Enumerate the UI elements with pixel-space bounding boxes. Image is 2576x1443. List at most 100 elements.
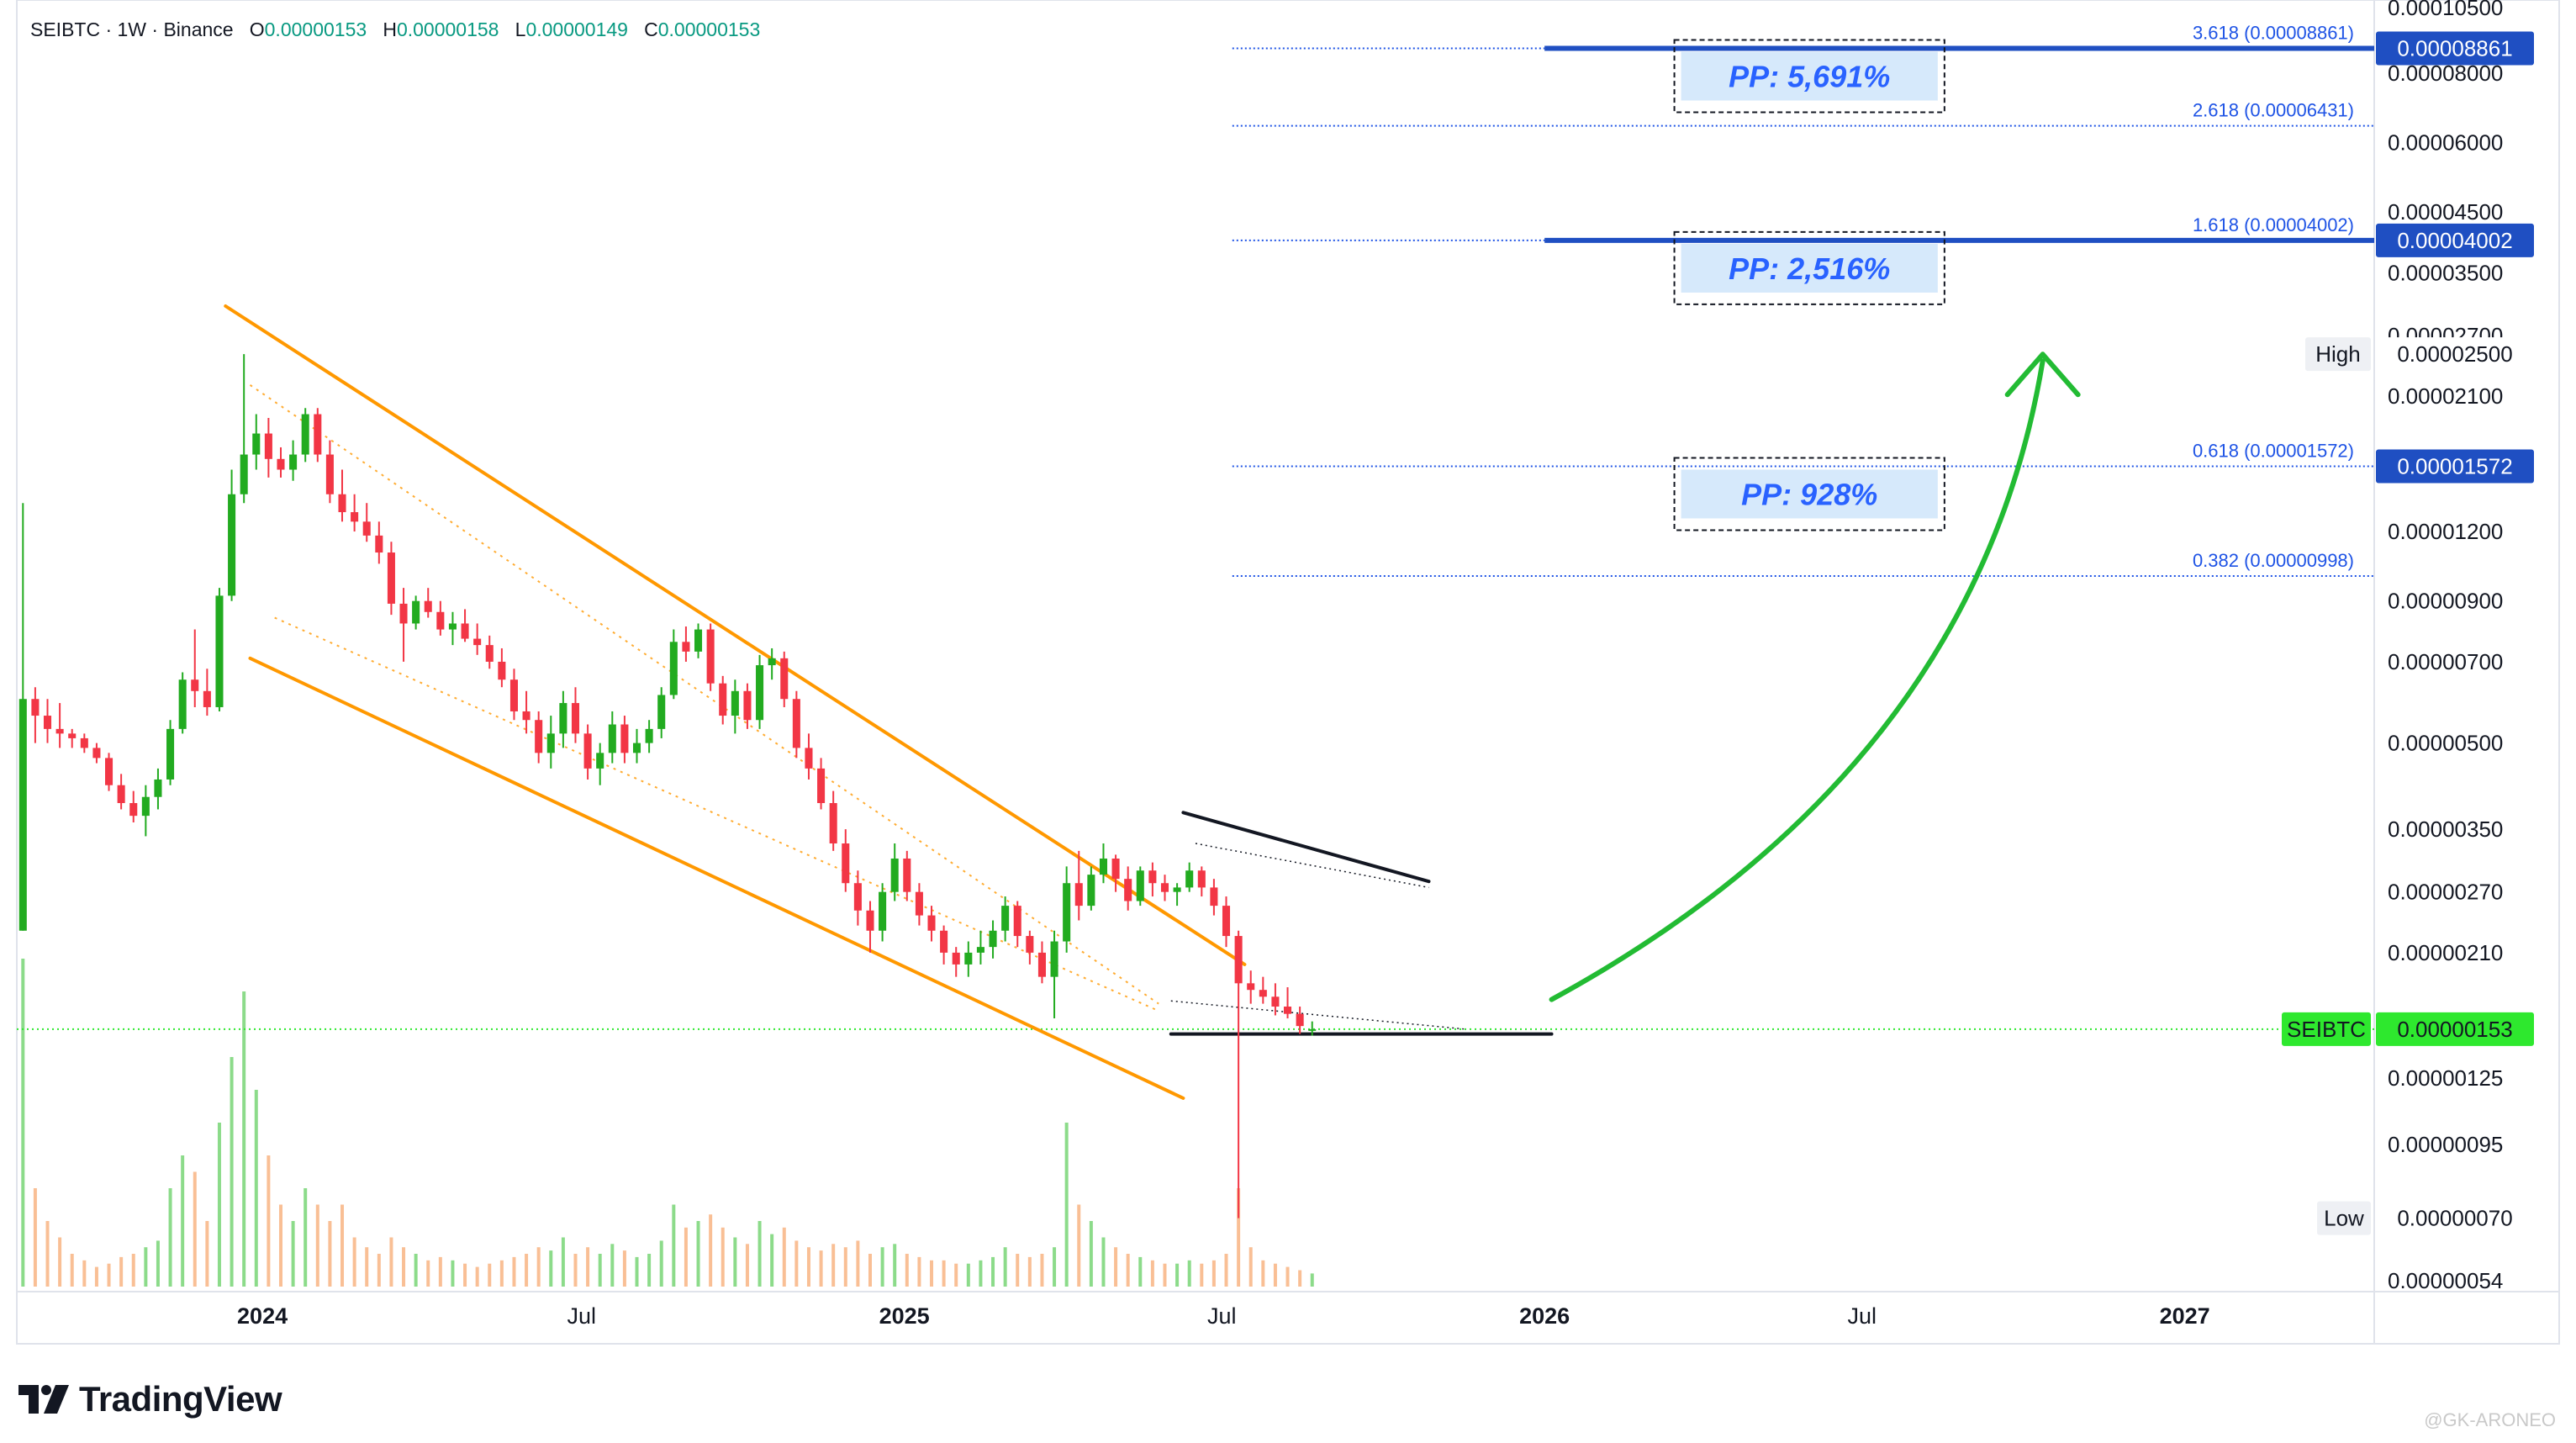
volume-bar bbox=[168, 1188, 172, 1287]
volume-bar bbox=[930, 1260, 934, 1287]
candle bbox=[191, 629, 199, 707]
candle bbox=[657, 687, 666, 738]
volume-bar bbox=[21, 959, 25, 1287]
volume-bar bbox=[451, 1260, 455, 1287]
candle bbox=[277, 447, 285, 478]
candle bbox=[289, 440, 298, 481]
volume-bar bbox=[659, 1240, 663, 1287]
candle bbox=[1173, 883, 1181, 906]
open-label: O bbox=[249, 18, 265, 40]
candle-body bbox=[927, 915, 936, 931]
candle-body bbox=[412, 600, 420, 624]
volume-bars bbox=[21, 959, 1314, 1287]
volume-bar bbox=[622, 1250, 626, 1287]
candle bbox=[117, 774, 125, 810]
candle bbox=[1234, 930, 1243, 1218]
volume-bar bbox=[573, 1254, 578, 1287]
pp-box-fill bbox=[1681, 51, 1938, 101]
x-tick-label: Jul bbox=[1207, 1303, 1237, 1329]
volume-bar bbox=[721, 1227, 725, 1287]
candle-body bbox=[485, 645, 494, 662]
candle bbox=[485, 635, 494, 669]
volume-bar bbox=[819, 1250, 823, 1287]
candle bbox=[141, 785, 150, 837]
price-tag: 0.00004002 bbox=[2376, 223, 2534, 257]
close-value: 0.00000153 bbox=[657, 18, 761, 40]
candle bbox=[583, 724, 592, 780]
candle bbox=[387, 542, 395, 616]
volume-bar bbox=[745, 1244, 749, 1287]
symbol-legend: SEIBTC · 1W · Binance O0.00000153 H0.000… bbox=[30, 18, 760, 41]
candle-body bbox=[215, 595, 224, 707]
tradingview-branding[interactable]: TradingView bbox=[18, 1379, 282, 1419]
volume-bar bbox=[917, 1256, 921, 1287]
projection-arrow-curve bbox=[1549, 358, 2045, 1002]
low-value: 0.00000149 bbox=[525, 18, 628, 40]
volume-bar bbox=[549, 1250, 553, 1287]
price-tag-value: 0.00004002 bbox=[2397, 228, 2512, 253]
y-tick-label: 0.00000270 bbox=[2388, 880, 2503, 905]
candle-body bbox=[1111, 858, 1120, 880]
candle bbox=[853, 870, 862, 926]
brand-name: TradingView bbox=[79, 1379, 282, 1419]
candle-body bbox=[608, 724, 616, 753]
channel-mid-upper-dotted bbox=[249, 384, 1159, 1005]
candle bbox=[252, 414, 261, 470]
price-tag-box bbox=[2376, 337, 2534, 372]
price-tags: 0.000088610.000040020.00002500High0.0000… bbox=[2282, 31, 2534, 1235]
triangle-inner-dotted bbox=[1195, 843, 1429, 889]
pp-box-border bbox=[1673, 39, 1945, 114]
candle-body bbox=[879, 891, 887, 931]
candle-body bbox=[301, 414, 309, 455]
candle-body bbox=[55, 728, 64, 734]
volume-bar bbox=[488, 1263, 492, 1287]
candle-body bbox=[166, 728, 175, 780]
price-tag-label-box bbox=[2305, 337, 2371, 372]
candle bbox=[1026, 930, 1034, 965]
candle bbox=[842, 829, 850, 892]
candle bbox=[866, 901, 874, 953]
price-tag-box bbox=[2376, 223, 2534, 257]
pp-box: PP: 928% bbox=[1673, 457, 1945, 531]
candle-body bbox=[1284, 1007, 1292, 1014]
volume-bar bbox=[181, 1155, 185, 1287]
price-tag-label-box bbox=[2282, 1012, 2371, 1046]
candle bbox=[18, 503, 27, 931]
y-tick-label: 0.00000500 bbox=[2388, 731, 2503, 756]
x-tick-label: Jul bbox=[1848, 1303, 1877, 1329]
volume-bar bbox=[438, 1256, 442, 1287]
candle-body bbox=[976, 947, 984, 953]
candle-body bbox=[694, 629, 703, 652]
plot-frame bbox=[16, 0, 2560, 1345]
y-tick-label: 0.00002100 bbox=[2388, 383, 2503, 409]
volume-bar bbox=[1273, 1263, 1277, 1287]
price-tag-label-box bbox=[2317, 1201, 2371, 1235]
candle-body bbox=[915, 891, 923, 916]
candle-body bbox=[1296, 1013, 1304, 1027]
candle bbox=[1013, 901, 1021, 948]
candle-body bbox=[903, 858, 911, 892]
candle-body bbox=[583, 733, 592, 769]
volume-bar bbox=[806, 1247, 810, 1287]
candle bbox=[264, 417, 272, 478]
candle bbox=[1197, 866, 1206, 897]
candle bbox=[80, 733, 88, 753]
price-tag: 0.00002500 High bbox=[2305, 337, 2534, 372]
y-tick-label: 0.00000210 bbox=[2388, 940, 2503, 965]
candle bbox=[424, 588, 432, 618]
volume-bar bbox=[70, 1254, 74, 1287]
candle-body bbox=[620, 724, 629, 753]
price-tag: 0.00000070 Low bbox=[2317, 1201, 2534, 1235]
y-tick-label: 0.00000700 bbox=[2388, 649, 2503, 674]
candle bbox=[1087, 866, 1095, 911]
volume-bar bbox=[966, 1263, 970, 1287]
volume-bar bbox=[831, 1244, 836, 1287]
price-tag-label: Low bbox=[2324, 1206, 2364, 1231]
price-tag-value: 0.00000153 bbox=[2397, 1017, 2512, 1042]
candle-body bbox=[632, 743, 641, 753]
candle bbox=[1308, 1021, 1317, 1036]
candle bbox=[546, 716, 555, 769]
candle bbox=[1296, 1007, 1304, 1034]
volume-bar bbox=[1027, 1256, 1032, 1287]
